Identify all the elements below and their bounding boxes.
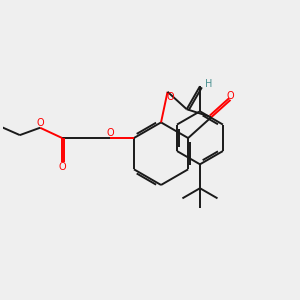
Text: H: H xyxy=(206,80,213,89)
Text: O: O xyxy=(167,92,174,102)
Text: O: O xyxy=(106,128,114,138)
Text: O: O xyxy=(36,118,44,128)
Text: O: O xyxy=(227,91,234,101)
Text: O: O xyxy=(58,162,66,172)
